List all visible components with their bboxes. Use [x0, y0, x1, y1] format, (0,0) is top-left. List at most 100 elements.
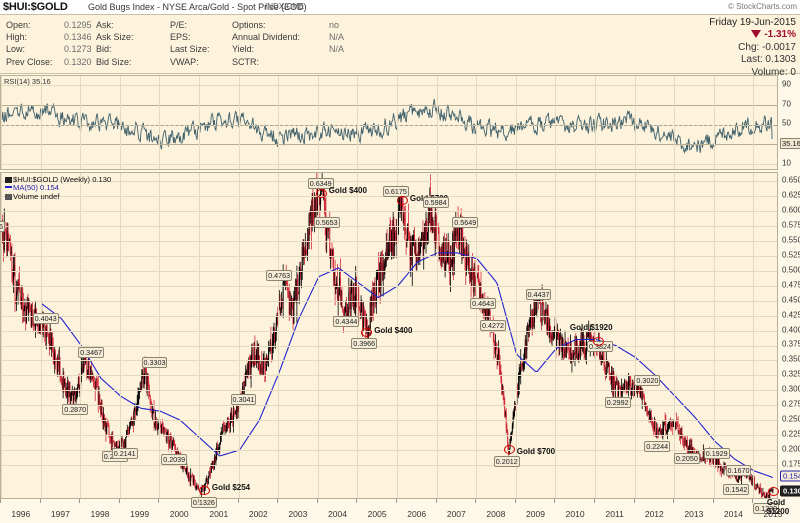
rsi-legend-label: RSI(14) 35.16 — [4, 77, 51, 86]
data-point-label: 0.5984 — [422, 197, 449, 208]
price-gridline-vertical — [40, 173, 42, 498]
data-point-label: 0.3041 — [230, 393, 257, 405]
rsi-gridline-vertical — [80, 76, 82, 169]
quote-summary: Friday 19-Jun-2015 -1.31% Chg: -0.0017 L… — [709, 17, 796, 79]
price-y-tick: 0.450 — [782, 295, 800, 305]
rsi-gridline — [1, 164, 777, 166]
event-annotation-label: Gold $400 — [374, 325, 413, 335]
data-point-label: 0.1670 — [725, 464, 752, 476]
quote-column-bidask: Ask: Ask Size: Bid: Bid Size: — [96, 19, 186, 68]
price-gridline-vertical — [674, 173, 676, 498]
price-y-tick: 0.250 — [782, 414, 800, 424]
x-axis-tick — [198, 499, 199, 503]
price-gridline — [1, 420, 777, 422]
price-gridline — [1, 360, 777, 362]
price-y-tick: 0.425 — [782, 310, 800, 320]
chart-legend: $HUI:$GOLD (Weekly) 0.130 MA(50) 0.154 V… — [5, 175, 111, 201]
price-gridline-vertical — [713, 173, 715, 498]
x-axis-year-label: 1996 — [11, 509, 31, 519]
rsi-gridline — [1, 84, 777, 86]
quote-row: Ask Size: — [96, 31, 186, 43]
price-y-tick: 0.175 — [782, 459, 800, 469]
quote-label: Open: — [6, 20, 31, 30]
symbol-exchange: INDX/CME — [265, 2, 305, 11]
price-gridline-vertical — [80, 173, 82, 498]
price-gridline-vertical — [159, 173, 161, 498]
quote-label: Yield: — [232, 44, 255, 55]
rsi-gridline-vertical — [40, 76, 42, 169]
x-axis-year-label: 2013 — [684, 509, 704, 519]
price-gridline-vertical — [238, 173, 240, 498]
rsi-y-tick: 10 — [782, 158, 791, 168]
x-axis-tick — [0, 499, 1, 503]
quote-label: Low: — [6, 44, 26, 55]
price-y-tick: 0.650 — [782, 175, 800, 185]
price-gridline — [1, 255, 777, 257]
x-axis-year-label: 2001 — [209, 509, 229, 519]
rsi-gridline-vertical — [357, 76, 359, 169]
quote-column-ohlc: Open: 0.1295 High: 0.1346 Low: 0.1273 Prev Clo… — [6, 19, 124, 68]
x-axis-tick — [79, 499, 81, 503]
data-point-label: 0.3303 — [141, 357, 168, 369]
x-axis-tick — [316, 499, 318, 503]
price-gridline — [1, 405, 777, 407]
x-axis-year-label: 2011 — [605, 509, 624, 519]
event-annotation-label: Gold $1200 — [766, 497, 790, 516]
rsi-gridline-vertical — [1, 76, 2, 169]
x-axis-year-label: 2007 — [446, 509, 466, 519]
price-y-tick: 0.600 — [782, 205, 800, 215]
event-circle-marker — [592, 336, 604, 346]
price-gridline-vertical — [634, 173, 636, 498]
rsi-gridline-vertical — [634, 76, 636, 169]
chart-header: $HUI:$GOLD Gold Bugs Index - NYSE Arca/G… — [0, 0, 800, 14]
x-axis-year-label: 1998 — [90, 509, 110, 519]
quote-label: P/E: — [170, 20, 188, 30]
data-point-label: 0.1542 — [723, 484, 750, 496]
quote-label: SCTR: — [232, 56, 259, 67]
rsi-gridline-vertical — [199, 76, 200, 169]
event-circle-marker — [767, 487, 779, 497]
price-chart-panel[interactable]: $HUI:$GOLD (Weekly) 0.130 MA(50) 0.154 V… — [0, 172, 789, 516]
data-point-label: 0.5649 — [452, 217, 479, 228]
rsi-gridline — [1, 144, 777, 146]
event-annotation-label: Gold $1920 — [569, 323, 613, 332]
x-axis-tick — [554, 499, 556, 503]
price-gridline — [1, 226, 777, 227]
x-axis-year-label: 2003 — [288, 509, 308, 519]
price-gridline — [1, 211, 777, 212]
quote-value: N/A — [329, 44, 345, 55]
ma-value-tag: 0.154 — [780, 470, 800, 482]
event-circle-marker — [315, 188, 327, 198]
x-axis-tick — [435, 499, 437, 503]
price-gridline — [1, 345, 777, 347]
quote-label: Ask: — [96, 20, 114, 30]
quote-label: Last Size: — [170, 44, 210, 55]
quote-row: EPS: — [170, 31, 265, 43]
rsi-gridline-vertical — [713, 76, 715, 169]
rsi-gridline-vertical — [159, 76, 161, 169]
price-gridline-vertical — [396, 173, 398, 498]
quote-label: VWAP: — [170, 56, 199, 67]
data-point-label: 0.4272 — [480, 320, 506, 332]
symbol-ticker[interactable]: $HUI:$GOLD — [3, 1, 68, 13]
price-gridline-vertical — [199, 173, 200, 498]
price-gridline-vertical — [555, 173, 557, 498]
legend-price-series: $HUI:$GOLD (Weekly) 0.130 — [5, 175, 111, 184]
quote-value: 0.1320 — [64, 56, 92, 67]
x-axis-tick — [237, 499, 239, 503]
x-axis-year-label: 1997 — [50, 509, 70, 519]
data-point-label: 0.2050 — [673, 453, 700, 464]
quote-label: High: — [6, 32, 28, 43]
data-point-label: 0.2992 — [604, 396, 631, 408]
quote-row: Annual Dividend: N/A — [232, 31, 362, 43]
rsi-gridline-vertical — [317, 76, 319, 169]
price-y-tick: 0.525 — [782, 250, 800, 260]
data-point-label: 0.3966 — [351, 337, 378, 349]
rsi-gridline-vertical — [753, 76, 755, 169]
rsi-indicator-panel[interactable]: RSI(14) 35.16 — [0, 75, 778, 170]
quote-label: Bid Size: — [96, 56, 132, 67]
ma-line-swatch-icon — [5, 186, 12, 189]
last-price-tag: 0.130 — [780, 485, 800, 497]
rsi-gridline — [1, 104, 777, 106]
rsi-gridline-vertical — [476, 76, 478, 169]
